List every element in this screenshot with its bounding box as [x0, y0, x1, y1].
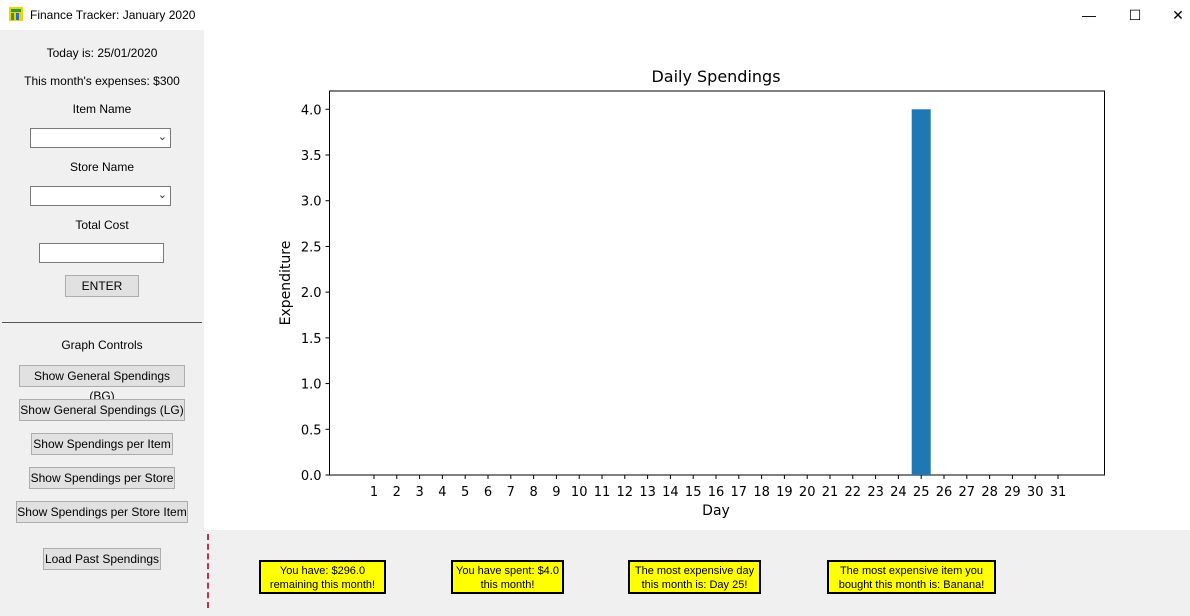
- x-tick-label: 4: [438, 485, 446, 500]
- x-tick-label: 7: [507, 485, 515, 500]
- x-tick-label: 2: [393, 485, 401, 500]
- sidebar-divider: [2, 322, 202, 323]
- x-tick-label: 22: [845, 485, 862, 500]
- x-tick-label: 26: [936, 485, 953, 500]
- x-tick-label: 15: [685, 485, 702, 500]
- general-spendings-line-button[interactable]: Show General Spendings (LG): [19, 399, 185, 421]
- today-label: Today is: 25/01/2020: [46, 46, 158, 60]
- load-past-spendings-button[interactable]: Load Past Spendings: [43, 548, 161, 570]
- x-tick-label: 13: [639, 485, 656, 500]
- y-tick-label: 3.5: [301, 149, 322, 164]
- panel-divider: [207, 534, 209, 608]
- spent-text: You have spent: $4.0 this month!: [456, 565, 559, 591]
- expensive-day-text: The most expensive day this month is: Da…: [634, 565, 755, 591]
- x-tick-label: 11: [594, 485, 611, 500]
- x-tick-label: 19: [776, 485, 793, 500]
- x-tick-label: 25: [913, 485, 930, 500]
- spent-box: You have spent: $4.0 this month!: [451, 560, 564, 594]
- minimize-icon: —: [1082, 7, 1096, 23]
- x-tick-label: 17: [731, 485, 748, 500]
- minimize-button[interactable]: —: [1066, 0, 1112, 30]
- x-tick-label: 31: [1050, 485, 1067, 500]
- x-tick-label: 1: [370, 485, 378, 500]
- total-cost-input[interactable]: [39, 243, 164, 263]
- x-tick-label: 5: [461, 485, 469, 500]
- x-tick-label: 14: [662, 485, 679, 500]
- window-title: Finance Tracker: January 2020: [30, 8, 196, 22]
- item-name-combobox[interactable]: ⌄: [30, 128, 171, 148]
- x-tick-label: 3: [415, 485, 423, 500]
- x-tick-label: 29: [1004, 485, 1021, 500]
- x-tick-label: 10: [571, 485, 588, 500]
- close-button[interactable]: ✕: [1155, 0, 1190, 30]
- y-tick-label: 0.0: [301, 469, 322, 484]
- remaining-budget-box: You have: $296.0 remaining this month!: [259, 560, 386, 594]
- y-tick-label: 0.5: [301, 423, 322, 438]
- y-tick-label: 4.0: [301, 103, 322, 118]
- x-axis-label: Day: [702, 503, 730, 519]
- x-tick-label: 28: [981, 485, 998, 500]
- chevron-down-icon[interactable]: ⌄: [157, 131, 167, 143]
- store-name-label: Store Name: [69, 160, 135, 174]
- x-tick-label: 6: [484, 485, 492, 500]
- x-tick-label: 30: [1027, 485, 1044, 500]
- x-tick-label: 16: [708, 485, 725, 500]
- spendings-per-item-button[interactable]: Show Spendings per Item: [31, 433, 173, 455]
- summary-panel: You have: $296.0 remaining this month! Y…: [204, 530, 1190, 616]
- maximize-button[interactable]: ☐: [1112, 0, 1158, 30]
- x-tick-label: 23: [867, 485, 884, 500]
- enter-button[interactable]: ENTER: [65, 275, 139, 297]
- title-bar: Finance Tracker: January 2020 — ☐ ✕: [0, 0, 1190, 30]
- x-tick-label: 18: [753, 485, 770, 500]
- finance-tracker-icon: [9, 7, 23, 21]
- x-tick-label: 27: [959, 485, 976, 500]
- y-tick-label: 1.0: [301, 378, 322, 393]
- expensive-day-box: The most expensive day this month is: Da…: [628, 560, 761, 594]
- general-spendings-bar-button[interactable]: Show General Spendings (BG): [19, 365, 185, 403]
- remaining-budget-text: You have: $296.0 remaining this month!: [269, 565, 376, 591]
- monthly-expenses-label: This month's expenses: $300: [24, 74, 180, 88]
- total-cost-label: Total Cost: [75, 218, 129, 232]
- item-name-label: Item Name: [72, 102, 132, 116]
- chart-plot-area: [329, 90, 1105, 476]
- x-tick-label: 12: [617, 485, 634, 500]
- y-tick-label: 1.5: [301, 332, 322, 347]
- sidebar: Today is: 25/01/2020 This month's expens…: [0, 30, 204, 616]
- chevron-down-icon[interactable]: ⌄: [157, 189, 167, 201]
- spendings-per-store-button[interactable]: Show Spendings per Store: [29, 467, 175, 489]
- bar-day-25: [911, 109, 931, 476]
- y-tick-label: 2.0: [301, 286, 322, 301]
- spendings-per-store-item-button[interactable]: Show Spendings per Store Item: [16, 501, 188, 523]
- y-tick-label: 2.5: [301, 240, 322, 255]
- y-axis-label: Expenditure: [278, 241, 294, 326]
- graph-controls-label: Graph Controls: [61, 338, 143, 352]
- maximize-icon: ☐: [1128, 6, 1142, 23]
- chart-title: Daily Spendings: [651, 67, 780, 86]
- close-icon: ✕: [1172, 6, 1184, 23]
- daily-spendings-chart: Daily Spendings 0.0 0.5 1.0 1.5 2.0 2.5 3.0 3.5…: [278, 67, 1105, 519]
- store-name-combobox[interactable]: ⌄: [30, 186, 171, 206]
- y-tick-label: 3.0: [301, 195, 322, 210]
- expensive-item-text: The most expensive item you bought this …: [838, 565, 985, 591]
- x-tick-label: 21: [822, 485, 839, 500]
- x-tick-label: 24: [890, 485, 907, 500]
- x-tick-label: 20: [799, 485, 816, 500]
- expensive-item-box: The most expensive item you bought this …: [827, 560, 996, 594]
- x-tick-label: 8: [529, 485, 537, 500]
- x-tick-label: 9: [552, 485, 560, 500]
